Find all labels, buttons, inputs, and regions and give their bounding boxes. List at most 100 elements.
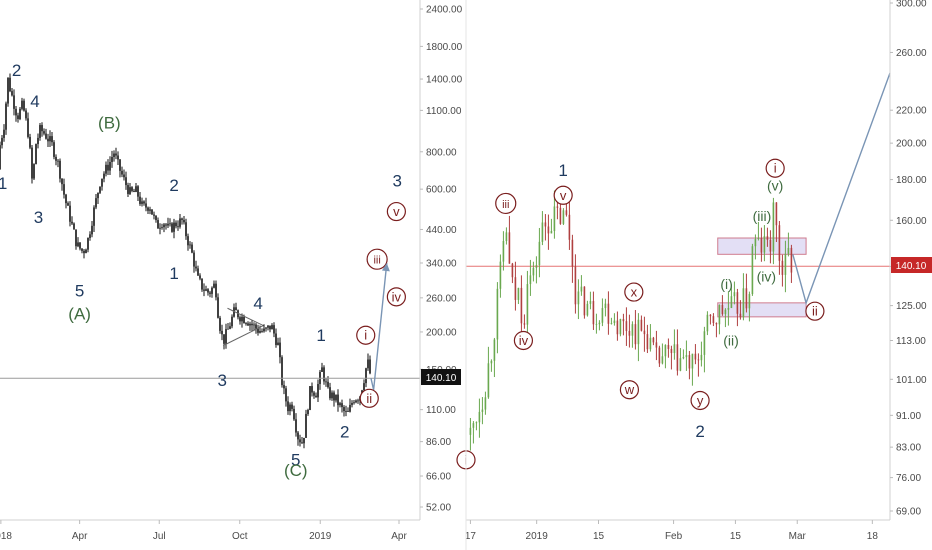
left-wave-label-circle: [386, 201, 406, 222]
right-x-tick-label: 15: [593, 531, 605, 542]
right-candle-body: [577, 291, 580, 305]
right-candle-body: [508, 232, 511, 264]
left-candle-body: [245, 323, 247, 324]
left-price-axis[interactable]: 2400.00 1800.00 1400.00 1100.00 800.00 600.00…: [420, 5, 463, 514]
right-candle-body: [658, 347, 661, 364]
left-wave-label: 1: [0, 174, 7, 193]
left-candle-body: [39, 125, 41, 138]
left-candle-body: [357, 400, 359, 402]
left-wave-label: (B): [98, 114, 121, 133]
right-candle-body: [628, 330, 631, 336]
left-candle-body: [301, 442, 303, 444]
right-y-tick-label: 260.00: [896, 48, 927, 59]
right-candle-body: [613, 320, 616, 323]
left-candle-body: [251, 323, 253, 326]
right-time-axis[interactable]: 17 2019 15 Feb 15 Mar 18: [465, 520, 878, 542]
right-wave-label: i: [774, 161, 777, 176]
left-candle-body: [23, 100, 25, 111]
left-candle-body: [227, 328, 229, 330]
left-candle-body: [163, 224, 165, 228]
left-candle-body: [281, 357, 283, 386]
left-candle-body: [31, 147, 33, 179]
left-wave-label: v: [393, 204, 400, 219]
right-candle-body: [481, 409, 484, 412]
right-candle-body: [514, 277, 517, 300]
right-candle-body: [607, 303, 610, 324]
right-y-tick-label: 160.00: [896, 216, 927, 227]
left-candle-body: [87, 237, 89, 250]
right-candle-body: [700, 354, 703, 361]
left-candle-body: [101, 178, 103, 187]
right-candle-body: [595, 324, 598, 325]
left-candle-body: [289, 404, 291, 412]
left-wave-label: 2: [12, 61, 21, 80]
right-candle-body: [715, 322, 718, 325]
left-candle-body: [317, 384, 319, 398]
right-y-tick-label: 200.00: [896, 139, 927, 150]
left-candle-body: [129, 187, 131, 194]
left-candle-body: [313, 392, 315, 396]
left-candle-body: [351, 402, 353, 405]
right-candle-body: [541, 222, 544, 242]
right-wave-label: ii: [812, 304, 818, 319]
left-candle-body: [59, 160, 61, 179]
left-wave-label: 5: [75, 281, 84, 300]
right-wave-label-circle: [495, 192, 517, 215]
left-wave-label: ii: [366, 391, 372, 406]
left-wave-label: 1: [169, 264, 178, 283]
left-candle-body: [311, 386, 313, 393]
left-time-axis[interactable]: 2018 Apr Jul Oct 2019 Apr: [0, 520, 407, 542]
right-candle-body: [493, 339, 496, 361]
left-y-tick-label: 200.00: [426, 327, 457, 338]
left-candle-body: [287, 401, 289, 412]
left-candle-body: [167, 223, 169, 226]
left-candle-body: [333, 392, 335, 401]
right-candle-body: [592, 301, 595, 325]
right-candle-body: [778, 225, 781, 261]
left-candle-body: [179, 218, 181, 227]
right-candle-body: [640, 319, 643, 331]
right-wave-label: (iv): [757, 268, 776, 284]
left-candle-body: [79, 242, 81, 249]
right-candle-body: [523, 323, 526, 325]
right-candle-body: [670, 348, 673, 354]
left-candle-body: [161, 227, 163, 229]
left-candle-body: [145, 203, 147, 208]
left-candle-body: [233, 307, 235, 317]
right-wave-labels: 1viiiivxwy2ii(v)(iii)(iv)(i)(ii)ii: [456, 158, 825, 470]
right-candle-body: [733, 292, 736, 297]
right-candle-body: [502, 241, 505, 262]
right-candle-body: [490, 360, 493, 364]
left-y-tick-label: 260.00: [426, 293, 457, 304]
left-candle-body: [37, 137, 39, 145]
right-candle-body: [505, 232, 508, 242]
right-candle-body: [583, 286, 586, 316]
left-candle-body: [257, 328, 259, 333]
right-candle-body: [580, 286, 583, 292]
left-candle-body: [97, 192, 99, 199]
right-candle-body: [766, 236, 769, 240]
left-candle-body: [15, 108, 17, 116]
right-candle-body: [787, 247, 790, 254]
left-candle-body: [25, 110, 27, 119]
right-candle-body: [706, 314, 709, 332]
right-candle-body: [763, 236, 766, 253]
left-candle-body: [207, 289, 209, 293]
left-y-tick-label: 1400.00: [426, 75, 463, 86]
left-candle-body: [285, 388, 287, 402]
right-wave-label-circle: [553, 185, 573, 205]
right-candle-body: [604, 303, 607, 309]
left-candle-body: [61, 178, 63, 185]
right-candle-body: [565, 210, 568, 215]
left-candle-body: [175, 222, 177, 227]
left-candle-body: [223, 334, 225, 344]
left-candle-body: [65, 194, 67, 204]
left-candle-body: [153, 214, 155, 216]
triangle-lower-line: [222, 325, 264, 347]
left-x-tick-label: Apr: [72, 531, 88, 542]
left-candle-body: [95, 198, 97, 208]
left-candle-body: [269, 325, 271, 330]
left-candle-body: [229, 326, 231, 329]
left-candle-body: [81, 248, 83, 251]
left-candle-body: [67, 203, 69, 206]
